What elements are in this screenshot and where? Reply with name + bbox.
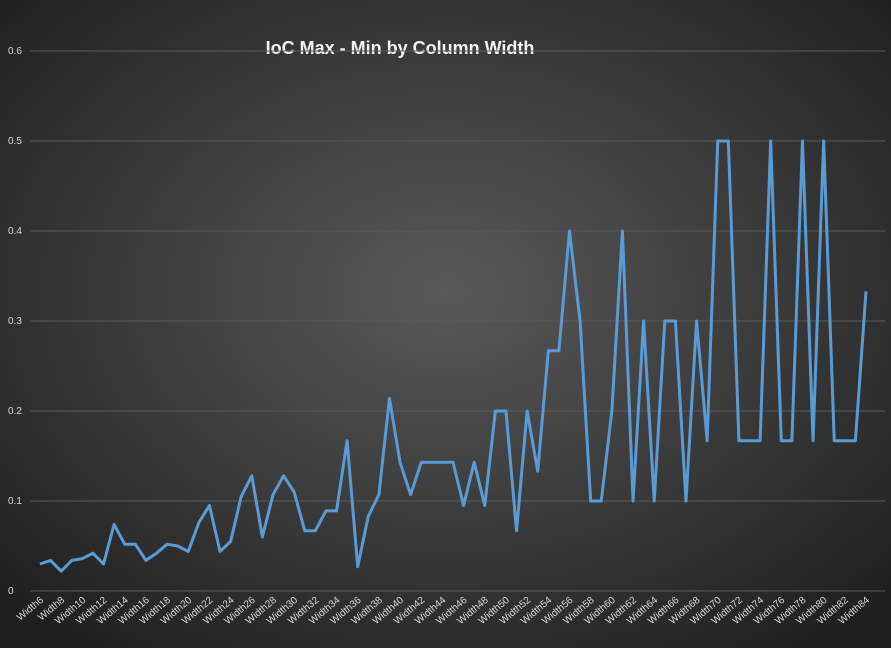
- y-tick-label: 0.5: [8, 136, 22, 147]
- y-tick-label: 0.1: [8, 496, 22, 507]
- y-tick-label: 0.4: [8, 226, 22, 237]
- y-tick-label: 0.6: [8, 46, 22, 57]
- y-tick-label: 0.2: [8, 406, 22, 417]
- line-series: [39, 139, 868, 573]
- y-tick-label: 0: [8, 586, 14, 597]
- y-tick-label: 0.3: [8, 316, 22, 327]
- chart-title: IoC Max - Min by Column Width: [266, 38, 535, 58]
